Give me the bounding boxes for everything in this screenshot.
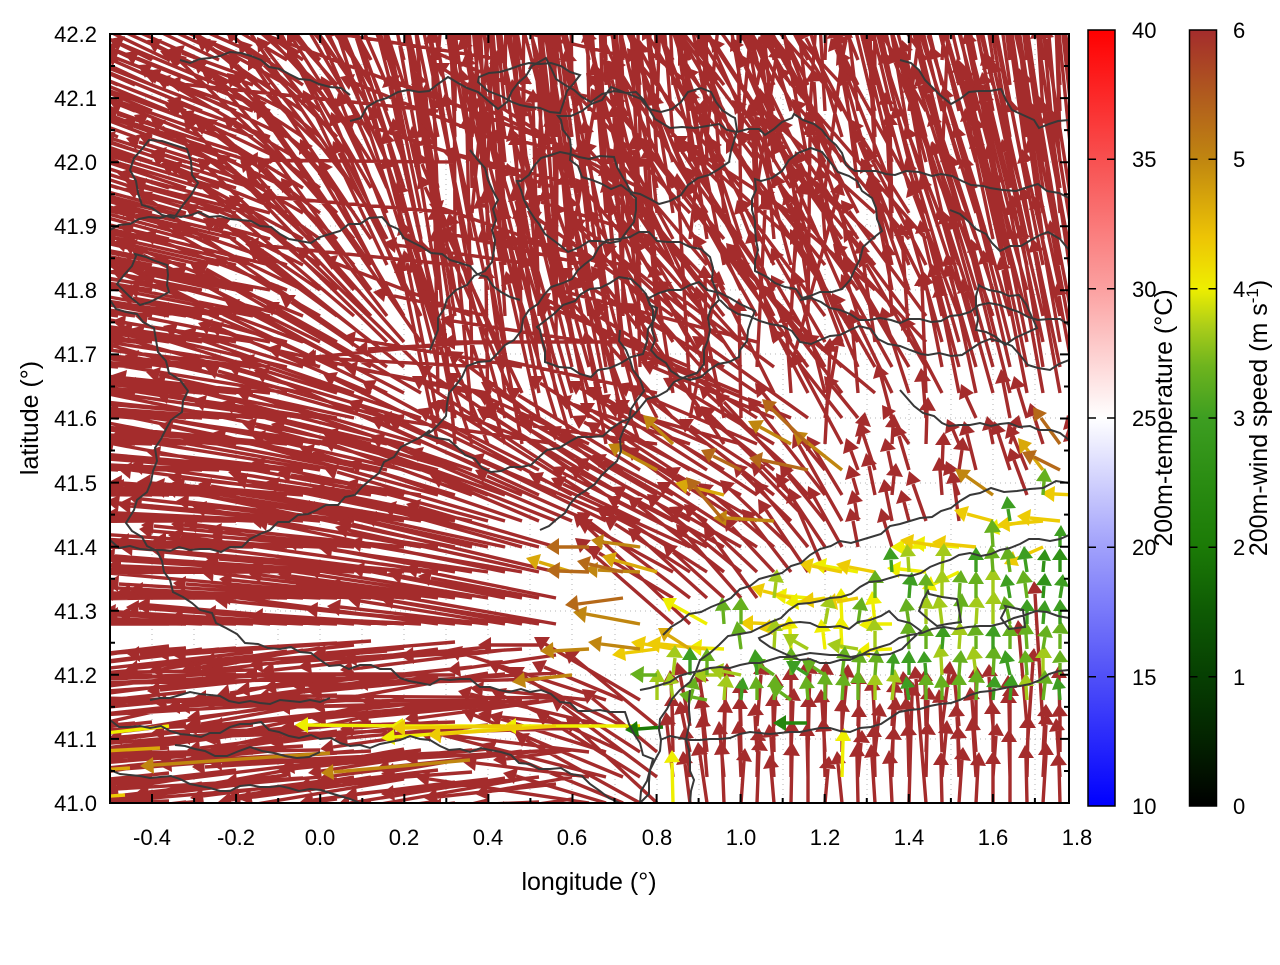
svg-text:41.2: 41.2 (54, 663, 97, 688)
svg-text:25: 25 (1132, 406, 1156, 431)
svg-text:1.0: 1.0 (726, 825, 757, 850)
svg-text:1.6: 1.6 (978, 825, 1009, 850)
svg-text:41.5: 41.5 (54, 471, 97, 496)
svg-text:0.2: 0.2 (389, 825, 420, 850)
svg-text:200m-wind speed (m s-1): 200m-wind speed (m s-1) (1243, 280, 1273, 556)
svg-text:15: 15 (1132, 665, 1156, 690)
svg-text:-0.4: -0.4 (133, 825, 171, 850)
svg-text:41.0: 41.0 (54, 791, 97, 816)
svg-text:41.3: 41.3 (54, 599, 97, 624)
svg-text:41.9: 41.9 (54, 214, 97, 239)
svg-text:41.1: 41.1 (54, 727, 97, 752)
svg-text:1.8: 1.8 (1062, 825, 1093, 850)
svg-text:-0.2: -0.2 (217, 825, 255, 850)
svg-text:20: 20 (1132, 535, 1156, 560)
svg-text:1.4: 1.4 (894, 825, 925, 850)
svg-text:41.8: 41.8 (54, 278, 97, 303)
svg-text:30: 30 (1132, 277, 1156, 302)
svg-text:2: 2 (1233, 535, 1245, 560)
svg-text:longitude (°): longitude (°) (521, 868, 656, 896)
svg-text:0.0: 0.0 (305, 825, 336, 850)
svg-text:0.4: 0.4 (473, 825, 504, 850)
svg-text:0: 0 (1233, 794, 1245, 819)
svg-text:35: 35 (1132, 147, 1156, 172)
svg-text:6: 6 (1233, 18, 1245, 43)
svg-text:10: 10 (1132, 794, 1156, 819)
svg-text:41.6: 41.6 (54, 406, 97, 431)
svg-text:42.1: 42.1 (54, 86, 97, 111)
svg-text:4: 4 (1233, 277, 1245, 302)
svg-text:3: 3 (1233, 406, 1245, 431)
svg-text:42.0: 42.0 (54, 150, 97, 175)
svg-text:5: 5 (1233, 147, 1245, 172)
svg-text:41.4: 41.4 (54, 535, 97, 560)
svg-text:1: 1 (1233, 665, 1245, 690)
svg-text:41.7: 41.7 (54, 342, 97, 367)
svg-text:0.6: 0.6 (557, 825, 588, 850)
svg-text:0.8: 0.8 (642, 825, 673, 850)
svg-text:200m-temperature (°C): 200m-temperature (°C) (1150, 289, 1178, 546)
svg-text:40: 40 (1132, 18, 1156, 43)
svg-text:1.2: 1.2 (810, 825, 841, 850)
svg-text:42.2: 42.2 (54, 22, 97, 47)
svg-text:latitude (°): latitude (°) (16, 361, 44, 475)
